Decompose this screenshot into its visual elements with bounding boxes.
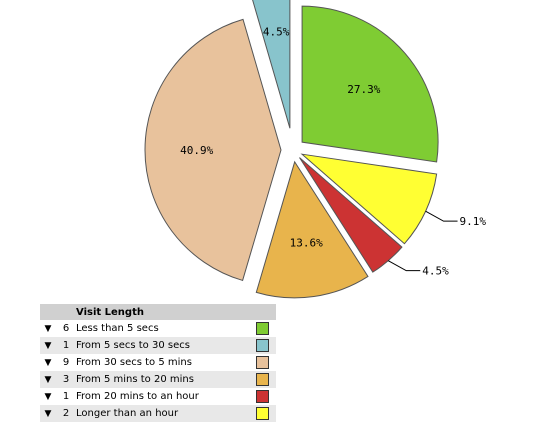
legend-swatch <box>256 322 269 335</box>
leader-lines <box>388 210 458 272</box>
legend-swatch <box>256 407 269 420</box>
slice-value-label: 4.5% <box>263 25 290 38</box>
legend-row-20-mins-to-hour[interactable]: ▼ 1 From 20 mins to an hour <box>40 388 276 405</box>
visit-length-pie-chart: 27.3% 9.1% 4.5% 13.6% 40.9% 4.5% <box>144 0 486 299</box>
legend-count: 2 <box>56 405 76 422</box>
pie-slice <box>301 5 439 163</box>
expand-arrow-icon[interactable]: ▼ <box>40 388 56 405</box>
pie-slices <box>144 0 439 299</box>
expand-arrow-icon[interactable]: ▼ <box>40 354 56 371</box>
pie-slice <box>252 0 291 129</box>
expand-arrow-icon[interactable]: ▼ <box>40 337 56 354</box>
legend-swatch <box>256 390 269 403</box>
legend-header: Visit Length <box>40 304 276 320</box>
slice-value-label: 4.5% <box>422 265 449 278</box>
legend-label: Longer than an hour <box>76 405 254 422</box>
legend-swatch <box>256 373 269 386</box>
legend-row-30-secs-to-5-mins[interactable]: ▼ 9 From 30 secs to 5 mins <box>40 354 276 371</box>
legend-count: 1 <box>56 337 76 354</box>
slice-value-label: 13.6% <box>290 237 323 250</box>
legend-count: 1 <box>56 388 76 405</box>
slice-labels: 27.3% 9.1% 4.5% 13.6% 40.9% 4.5% <box>180 25 486 277</box>
legend-label: From 30 secs to 5 mins <box>76 354 254 371</box>
legend-label: Less than 5 secs <box>76 320 254 337</box>
legend-row-longer-than-hour[interactable]: ▼ 2 Longer than an hour <box>40 405 276 422</box>
legend-label: From 5 mins to 20 mins <box>76 371 254 388</box>
pie-slice <box>144 18 282 282</box>
pie-slice <box>300 153 438 245</box>
legend-table: Visit Length ▼ 6 Less than 5 secs ▼ 1 Fr… <box>40 304 276 422</box>
legend-row-5-to-30-secs[interactable]: ▼ 1 From 5 secs to 30 secs <box>40 337 276 354</box>
legend-count: 6 <box>56 320 76 337</box>
slice-value-label: 27.3% <box>347 83 380 96</box>
expand-arrow-icon[interactable]: ▼ <box>40 405 56 422</box>
legend-swatch <box>256 356 269 369</box>
slice-value-label: 40.9% <box>180 144 213 157</box>
legend-row-5-to-20-mins[interactable]: ▼ 3 From 5 mins to 20 mins <box>40 371 276 388</box>
slice-value-label: 9.1% <box>460 215 487 228</box>
legend-title: Visit Length <box>76 304 254 320</box>
expand-arrow-icon[interactable]: ▼ <box>40 320 56 337</box>
legend-label: From 5 secs to 30 secs <box>76 337 254 354</box>
expand-arrow-icon[interactable]: ▼ <box>40 371 56 388</box>
legend-row-less-than-5-secs[interactable]: ▼ 6 Less than 5 secs <box>40 320 276 337</box>
legend-label: From 20 mins to an hour <box>76 388 254 405</box>
legend-count: 9 <box>56 354 76 371</box>
leader-line <box>425 210 458 222</box>
pie-slice <box>299 157 403 273</box>
pie-slice <box>255 160 369 299</box>
legend-swatch <box>256 339 269 352</box>
leader-line <box>388 260 421 272</box>
legend-count: 3 <box>56 371 76 388</box>
